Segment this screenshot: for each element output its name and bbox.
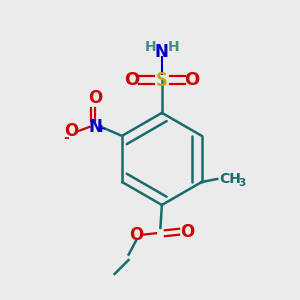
Text: +: + xyxy=(97,124,106,134)
Text: O: O xyxy=(181,223,195,241)
Text: CH: CH xyxy=(219,172,241,186)
Text: -: - xyxy=(63,131,69,145)
Text: O: O xyxy=(124,71,140,89)
Text: H: H xyxy=(145,40,156,55)
Text: O: O xyxy=(88,89,102,107)
Text: O: O xyxy=(129,226,143,244)
Text: N: N xyxy=(155,43,169,61)
Text: N: N xyxy=(88,118,102,136)
Text: 3: 3 xyxy=(238,178,245,188)
Text: S: S xyxy=(156,71,168,90)
Text: O: O xyxy=(64,122,78,140)
Text: O: O xyxy=(184,71,199,89)
Text: H: H xyxy=(167,40,179,55)
